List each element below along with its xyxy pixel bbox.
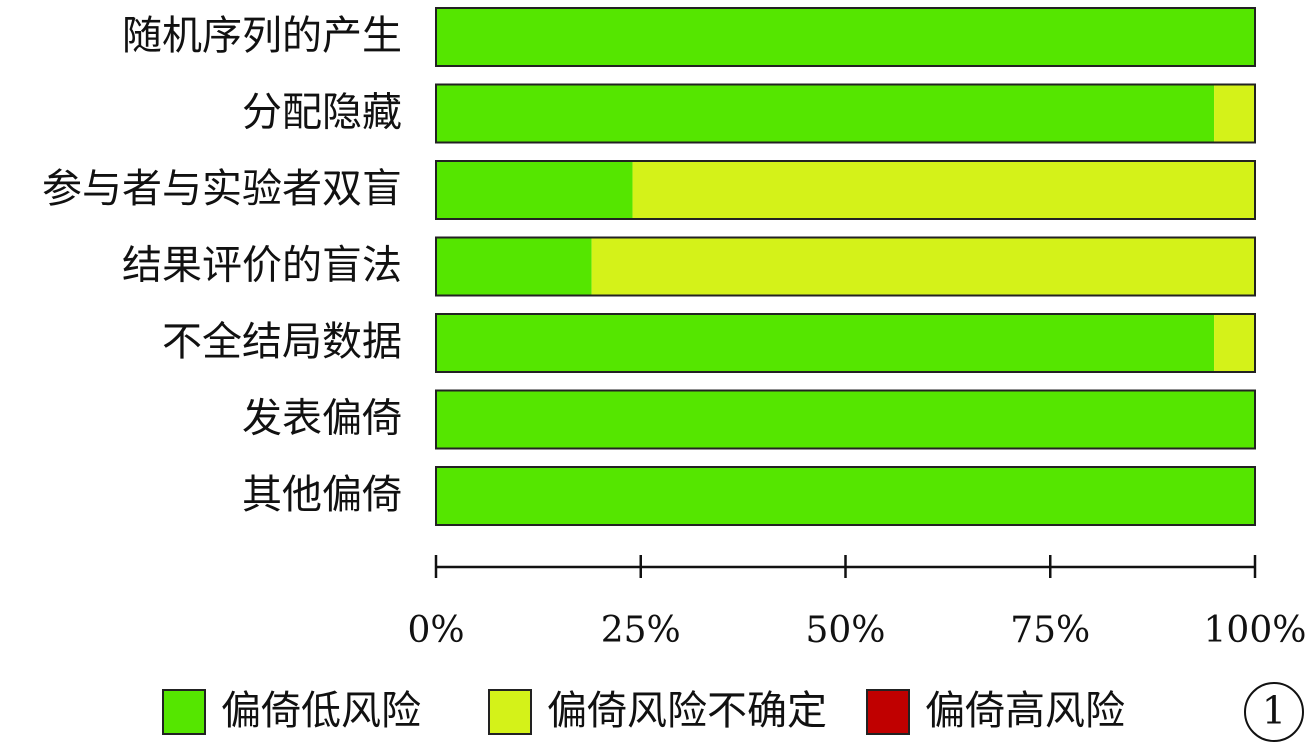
bar-outline [435, 83, 1256, 144]
legend-swatch [488, 689, 532, 735]
category-label: 结果评价的盲法 [122, 243, 402, 289]
bar-segment [436, 84, 1215, 143]
annotation: 1 [1262, 689, 1286, 733]
bar-segment [632, 161, 1255, 219]
bar-segment [436, 237, 592, 296]
legend-label: 偏倚风险不确定 [547, 688, 827, 734]
legend-swatch [162, 689, 206, 735]
category-label: 分配隐藏 [242, 90, 402, 136]
bar-segment [591, 237, 1255, 296]
x-tick-label: 0% [407, 610, 464, 651]
category-label: 随机序列的产生 [122, 13, 402, 59]
category-label: 不全结局数据 [162, 319, 402, 365]
x-tick-label: 75% [1010, 610, 1090, 651]
category-label: 参与者与实验者双盲 [42, 166, 402, 212]
bar-segment [1214, 84, 1255, 143]
bar-outline [435, 160, 1256, 220]
bar-segment [1214, 314, 1255, 372]
category-label: 其他偏倚 [242, 472, 402, 518]
x-tick-label: 100% [1204, 610, 1307, 651]
legend-label: 偏倚高风险 [925, 688, 1125, 734]
bar-segment [436, 390, 1255, 449]
bar-outline [435, 236, 1256, 297]
bar-outline [435, 389, 1256, 450]
x-tick-label: 25% [601, 610, 681, 651]
bar-outline [435, 313, 1256, 373]
bar-segment [436, 161, 633, 219]
legend-label: 偏倚低风险 [221, 688, 421, 734]
bar-segment [436, 8, 1255, 66]
bar-outline [435, 466, 1256, 526]
bar-segment [436, 314, 1215, 372]
category-label: 发表偏倚 [242, 396, 402, 442]
annotation-circle [1244, 682, 1304, 742]
bar-segment [436, 467, 1255, 525]
x-tick-label: 50% [805, 610, 885, 651]
legend-swatch [866, 689, 910, 735]
bar-outline [435, 7, 1256, 67]
